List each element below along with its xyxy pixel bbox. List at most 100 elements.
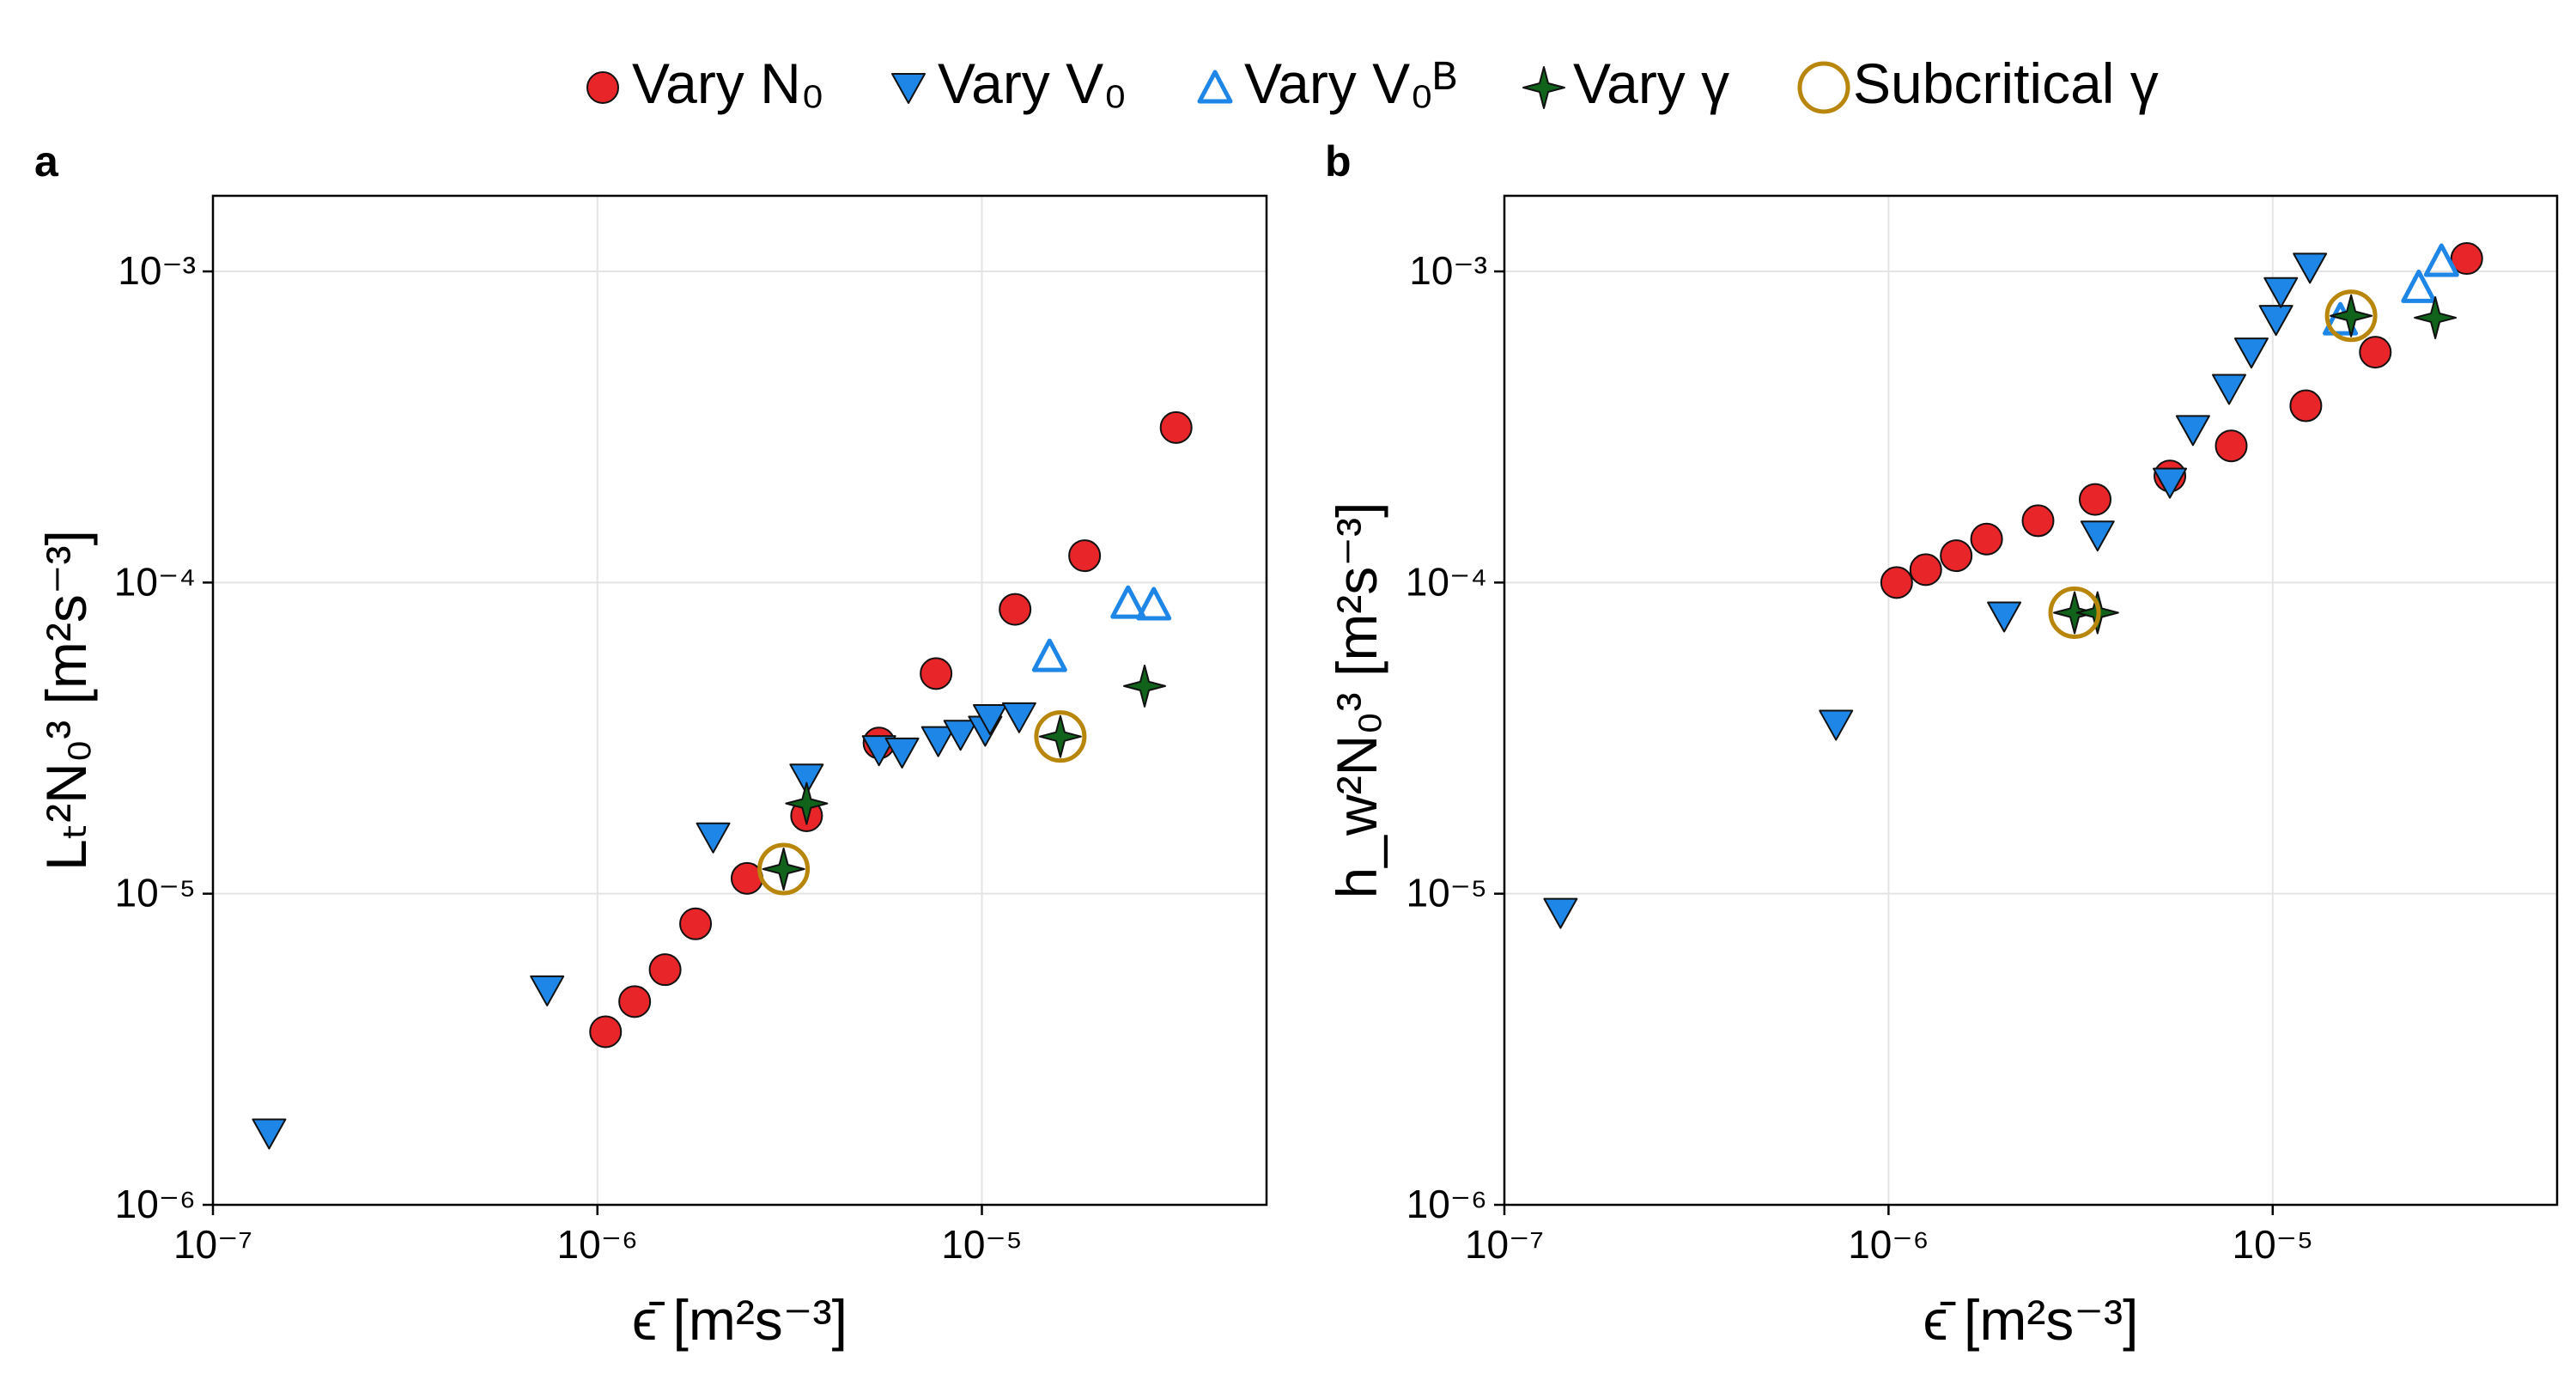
y-axis-label: Lₜ²N₀³ [m²s⁻³] (34, 530, 98, 871)
legend-label: Vary V₀ᴮ (1244, 52, 1457, 115)
data-point (972, 703, 1007, 735)
data-point (1970, 522, 2003, 556)
series-triangle-up-open (1031, 585, 1172, 672)
y-tick-label: 10⁻⁶ (115, 1182, 196, 1226)
y-axis-label: h_w²N₀³ [m²s⁻³] (1325, 502, 1388, 899)
data-point (2330, 294, 2373, 337)
data-point (2021, 504, 2055, 538)
y-tick-label: 10⁻⁴ (114, 559, 196, 604)
y-tick-label: 10⁻⁵ (1406, 871, 1487, 915)
data-point (1001, 702, 1036, 733)
legend-item: Vary V₀ (891, 52, 1127, 115)
legend-label: Subcritical γ (1853, 52, 2159, 115)
data-point (785, 781, 829, 825)
x-axis-label: ϵ̄ [m²s⁻³] (632, 1288, 848, 1352)
data-point (2359, 336, 2392, 369)
data-point (861, 735, 896, 767)
y-tick-label: 10⁻⁶ (1406, 1182, 1487, 1226)
legend-marker-triangle-up-open (1197, 70, 1233, 104)
data-point (618, 985, 652, 1018)
data-point (2233, 337, 2269, 369)
data-point (1031, 638, 1067, 672)
data-point (252, 1118, 287, 1150)
series-star4 (762, 664, 1167, 891)
legend-marker-circle (586, 71, 619, 104)
data-point (1543, 897, 1578, 929)
data-point (2414, 295, 2458, 339)
data-point (2293, 252, 2328, 284)
data-point (2289, 389, 2323, 423)
data-point (648, 953, 682, 987)
panel-label: b (1325, 137, 1352, 185)
series-triangle-down (1543, 252, 2328, 929)
y-tick-label: 10⁻⁵ (114, 871, 196, 915)
data-point (943, 720, 978, 751)
data-point (1068, 539, 1102, 573)
data-point (2048, 586, 2101, 639)
x-tick-label: 10⁻⁵ (941, 1222, 1023, 1267)
plot-frame (211, 194, 1268, 1207)
data-point (999, 593, 1032, 626)
data-point (1987, 601, 2022, 633)
data-points (252, 410, 1193, 1150)
legend-label: Vary V₀ (938, 52, 1127, 115)
panel-a: 10⁻⁷ 10⁻⁶ 10⁻⁵10⁻⁶10⁻⁵10⁻⁴10⁻³aϵ̄ [m²s⁻³]L… (34, 137, 1268, 1352)
data-point (920, 657, 953, 690)
legend-marker-triangle-down (891, 73, 926, 104)
data-point (884, 737, 920, 769)
data-point (2258, 305, 2293, 337)
x-tick-label: 10⁻⁵ (2233, 1222, 2314, 1267)
data-point (1880, 566, 1913, 599)
data-point (679, 907, 713, 940)
y-tick-label: 10⁻⁴ (1406, 559, 1487, 604)
data-point (589, 1015, 623, 1049)
legend-marker-circle-open (1797, 61, 1850, 114)
data-point (1940, 539, 1973, 573)
data-point (1034, 710, 1087, 763)
data-point (1819, 709, 1854, 741)
x-axis-label: ϵ̄ [m²s⁻³] (1923, 1288, 2139, 1352)
data-point (789, 763, 824, 795)
data-point (530, 975, 565, 1006)
series-triangle-down (252, 702, 1036, 1150)
legend-item: Subcritical γ (1797, 52, 2159, 115)
data-point (2324, 289, 2378, 343)
data-points (1543, 242, 2483, 929)
data-point (1123, 664, 1167, 708)
series-circle-open (2048, 289, 2378, 639)
data-point (2263, 277, 2299, 308)
data-point (2080, 520, 2115, 552)
data-point (2423, 243, 2459, 277)
x-tick-label: 10⁻⁷ (1465, 1222, 1544, 1267)
data-point (2053, 591, 2097, 635)
data-point (1909, 553, 1942, 587)
data-point (2078, 483, 2111, 516)
y-tick-label: 10⁻³ (1409, 248, 1487, 293)
data-point (1136, 587, 1172, 621)
x-tick-label: 10⁻⁶ (1848, 1222, 1929, 1267)
data-point (696, 822, 731, 854)
series-circle (589, 410, 1193, 1049)
x-tick-label: 10⁻⁷ (173, 1222, 252, 1267)
panel-label: a (34, 137, 59, 185)
data-point (920, 726, 956, 757)
legend: Vary N₀ Vary V₀ Vary V₀ᴮ Vary γ Subcritical … (586, 52, 2159, 115)
legend-label: Vary N₀ (632, 52, 824, 115)
legend-item: Vary N₀ (586, 52, 824, 115)
series-circle-open (757, 710, 1087, 896)
legend-label: Vary γ (1573, 52, 1729, 115)
data-point (2450, 242, 2483, 276)
legend-item: Vary V₀ᴮ (1197, 52, 1457, 115)
data-point (762, 847, 805, 891)
data-point (2175, 415, 2210, 447)
legend-item: Vary γ (1522, 52, 1729, 115)
x-tick-label: 10⁻⁶ (557, 1222, 638, 1267)
panel-b: 10⁻⁷ 10⁻⁶ 10⁻⁵10⁻⁶10⁻⁵10⁻⁴10⁻³bϵ̄ [m²s⁻³]h… (1325, 137, 2559, 1352)
data-point (1110, 585, 1146, 619)
y-tick-label: 10⁻³ (118, 248, 196, 293)
data-point (757, 842, 811, 896)
plot-frame (1503, 194, 2559, 1207)
data-point (2211, 374, 2246, 405)
data-point (2401, 269, 2437, 303)
